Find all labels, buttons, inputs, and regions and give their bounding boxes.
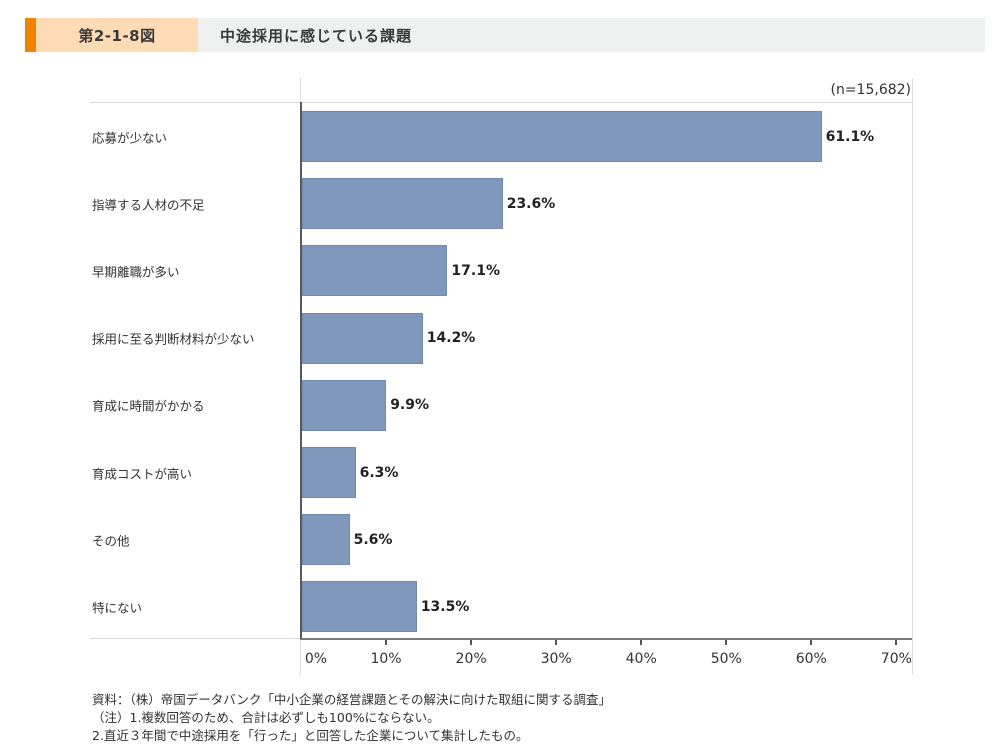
category-label: 早期離職が多い <box>92 264 180 280</box>
chart-top-vertical-divider <box>300 78 301 102</box>
value-label: 5.6% <box>353 531 393 548</box>
figure-number: 第2-1-8図 <box>36 18 198 52</box>
x-axis-line <box>300 638 912 640</box>
category-label: 応募が少ない <box>92 130 168 145</box>
bar <box>302 379 387 431</box>
x-tick-label: 20% <box>455 651 487 667</box>
x-tick-label: 50% <box>710 651 742 667</box>
bar <box>302 514 350 566</box>
x-tick-label: 40% <box>625 651 657 667</box>
category-label: 採用に至る判断材料が少ない <box>92 331 255 347</box>
value-label: 17.1% <box>451 262 500 279</box>
category-label: 育成コストが高い <box>92 466 193 481</box>
category-label: 育成に時間がかかる <box>92 398 205 414</box>
chart-bottom-vertical-divider <box>300 639 301 675</box>
value-label: 13.5% <box>420 598 470 615</box>
chart-right-border <box>912 78 913 675</box>
bar <box>302 447 356 498</box>
source-note: 資料：（株）帝国データバンク「中小企業の経営課題とその解決に向けた取組に関する調… <box>92 692 612 707</box>
note-2: 2.直近３年間で中途採用を「行った」と回答した企業について集計したもの。 <box>92 728 529 743</box>
value-label: 23.6% <box>506 195 556 212</box>
header-accent-stripe <box>25 18 36 52</box>
x-tick-label: 70% <box>880 651 912 667</box>
bar <box>302 312 423 364</box>
x-tick <box>555 640 558 645</box>
value-label: 9.9% <box>390 397 430 414</box>
x-tick <box>385 640 388 645</box>
x-tick <box>640 640 643 645</box>
value-label: 61.1% <box>825 128 875 145</box>
x-tick <box>810 640 813 645</box>
x-tick <box>725 640 728 645</box>
footnotes: 資料：（株）帝国データバンク「中小企業の経営課題とその解決に向けた取組に関する調… <box>92 691 611 745</box>
x-tick-label: 0% <box>304 651 328 667</box>
x-tick-label: 10% <box>370 651 402 667</box>
value-label: 14.2% <box>426 330 476 347</box>
category-label: 指導する人材の不足 <box>92 197 205 213</box>
x-tick-label: 60% <box>795 651 827 667</box>
note-1: （注）1.複数回答のため、合計は必ずしも100%にならない。 <box>92 710 440 725</box>
y-axis-line <box>300 102 302 639</box>
chart-top-divider <box>90 102 912 103</box>
x-tick <box>895 640 898 645</box>
category-label: その他 <box>92 533 130 549</box>
value-label: 6.3% <box>359 464 399 481</box>
figure-header: 第2-1-8図 中途採用に感じている課題 <box>25 18 985 52</box>
chart-bottom-divider <box>90 638 300 639</box>
x-tick-label: 30% <box>540 651 572 667</box>
category-label: 特にない <box>92 600 143 616</box>
figure-title: 中途採用に感じている課題 <box>198 18 985 52</box>
bar <box>302 245 448 297</box>
bar <box>302 581 417 633</box>
bar <box>302 111 822 162</box>
sample-size-label: (n=15,682) <box>830 82 911 98</box>
bar <box>302 178 503 230</box>
x-tick <box>470 640 473 645</box>
